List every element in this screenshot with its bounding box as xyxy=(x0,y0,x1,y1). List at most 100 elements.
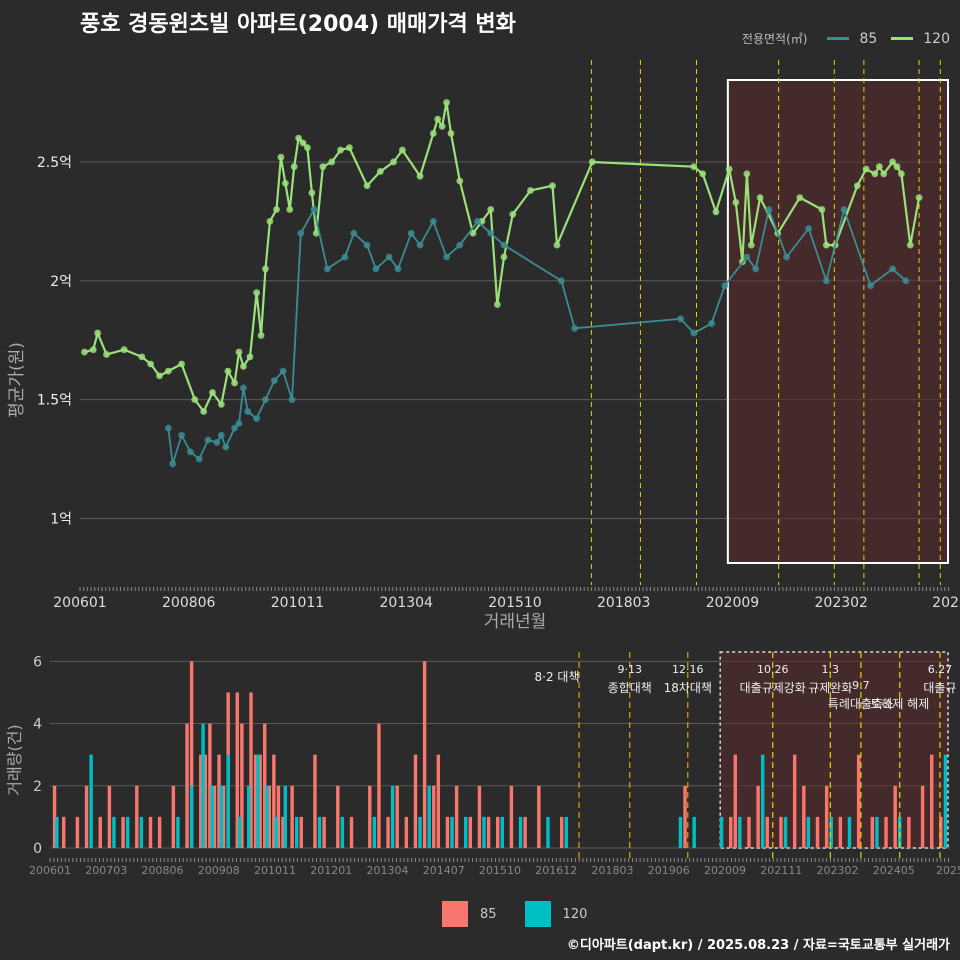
data-point-120 xyxy=(312,229,320,237)
bar-120 xyxy=(692,816,696,848)
bar-85 xyxy=(290,785,294,848)
data-point-85 xyxy=(213,438,221,446)
data-point-120 xyxy=(527,187,534,194)
bar-120 xyxy=(372,816,377,848)
data-point-120 xyxy=(469,229,477,237)
data-point-120 xyxy=(756,194,764,202)
x-tick-label: 200601 xyxy=(53,595,106,611)
bar-120 xyxy=(829,816,833,848)
data-point-85 xyxy=(363,241,371,249)
bar-85 xyxy=(171,785,176,848)
bar-85 xyxy=(212,785,217,848)
bar-85 xyxy=(377,723,381,848)
bar-85 xyxy=(75,816,80,848)
bar-120 xyxy=(464,816,468,848)
bar-85 xyxy=(432,785,436,848)
data-point-85 xyxy=(500,241,508,249)
bar-85 xyxy=(203,754,208,848)
bar-85 xyxy=(884,816,888,848)
bar-120 xyxy=(806,816,811,848)
bar-85 xyxy=(107,785,112,848)
bar-x-tick-label: 2025 xyxy=(936,864,960,877)
bar-120 xyxy=(546,816,550,848)
data-point-85 xyxy=(416,241,424,249)
data-point-85 xyxy=(721,282,729,289)
bar-120 xyxy=(294,816,299,848)
data-point-85 xyxy=(222,443,230,451)
bar-85 xyxy=(523,816,527,848)
data-point-85 xyxy=(474,217,481,225)
bar-85 xyxy=(413,754,418,848)
bar-85 xyxy=(98,816,102,848)
bar-85 xyxy=(802,785,806,848)
chart-title: 풍호 경동윈츠빌 아파트(2004) 매매가격 변화 xyxy=(80,12,516,37)
data-point-120 xyxy=(429,130,437,137)
data-point-120 xyxy=(337,146,344,154)
data-point-85 xyxy=(297,229,305,237)
y-axis-title: 평균가(원) xyxy=(7,342,27,418)
bar-85 xyxy=(322,816,326,848)
x-axis-title: 거래년월 xyxy=(484,612,547,632)
bar-x-tick-label: 201510 xyxy=(479,864,521,877)
data-point-120 xyxy=(273,206,280,213)
bar-85 xyxy=(537,785,541,848)
bar-85 xyxy=(249,692,253,848)
bar-85 xyxy=(496,816,500,848)
bar-x-tick-label: 201011 xyxy=(254,864,296,877)
data-point-120 xyxy=(747,241,755,249)
bar-x-tick-label: 200806 xyxy=(142,864,184,877)
bar-x-tick-label: 202111 xyxy=(760,864,802,877)
data-point-85 xyxy=(443,253,450,261)
policy-label: 특례대출축소 xyxy=(828,697,894,711)
bar-85 xyxy=(135,785,139,848)
bar-x-tick-label: 202405 xyxy=(873,864,915,877)
policy-label: 규제완화 xyxy=(808,681,852,695)
bar-85 xyxy=(217,754,221,848)
legend-label-120: 120 xyxy=(923,30,950,47)
data-point-85 xyxy=(310,206,318,213)
data-point-85 xyxy=(240,384,247,392)
bar-120 xyxy=(875,816,879,848)
policy-label: 대출규 xyxy=(923,681,956,695)
bar-120 xyxy=(219,785,224,848)
bar-85 xyxy=(939,816,943,848)
bar-120 xyxy=(210,785,214,848)
data-point-120 xyxy=(328,158,336,166)
data-point-120 xyxy=(853,182,861,190)
bar-x-tick-label: 201304 xyxy=(367,864,409,877)
bar-85 xyxy=(445,816,450,848)
bar-x-tick-label: 202009 xyxy=(704,864,746,877)
data-point-120 xyxy=(493,301,501,308)
data-point-85 xyxy=(323,265,331,273)
bar-85 xyxy=(272,754,276,848)
data-point-120 xyxy=(120,346,128,354)
bar-85 xyxy=(61,816,66,848)
data-point-120 xyxy=(509,210,517,218)
bar-85 xyxy=(779,816,783,848)
data-point-120 xyxy=(257,332,265,339)
bar-120 xyxy=(55,816,59,848)
bar-120 xyxy=(201,723,205,848)
data-point-85 xyxy=(708,320,715,327)
bar-85 xyxy=(386,816,390,848)
legend-bottom: 85 120 xyxy=(442,901,615,927)
data-point-85 xyxy=(677,315,685,323)
data-point-85 xyxy=(253,415,261,423)
bar-x-tick-label: 201906 xyxy=(648,864,690,877)
data-point-120 xyxy=(447,130,455,137)
data-point-120 xyxy=(699,170,707,178)
data-point-120 xyxy=(304,144,311,152)
data-point-120 xyxy=(822,241,830,249)
data-point-85 xyxy=(288,396,296,404)
bar-85 xyxy=(856,754,861,848)
x-tick-label: 202302 xyxy=(815,595,868,611)
bar-x-tick-label: 200908 xyxy=(198,864,240,877)
bar-120 xyxy=(500,816,504,848)
bar-120 xyxy=(418,816,422,848)
bar-85 xyxy=(281,816,285,848)
data-point-85 xyxy=(743,253,751,261)
bar-x-tick-label: 201803 xyxy=(592,864,634,877)
data-point-85 xyxy=(385,253,393,261)
bar-120 xyxy=(226,754,230,848)
bar-85 xyxy=(221,785,226,848)
